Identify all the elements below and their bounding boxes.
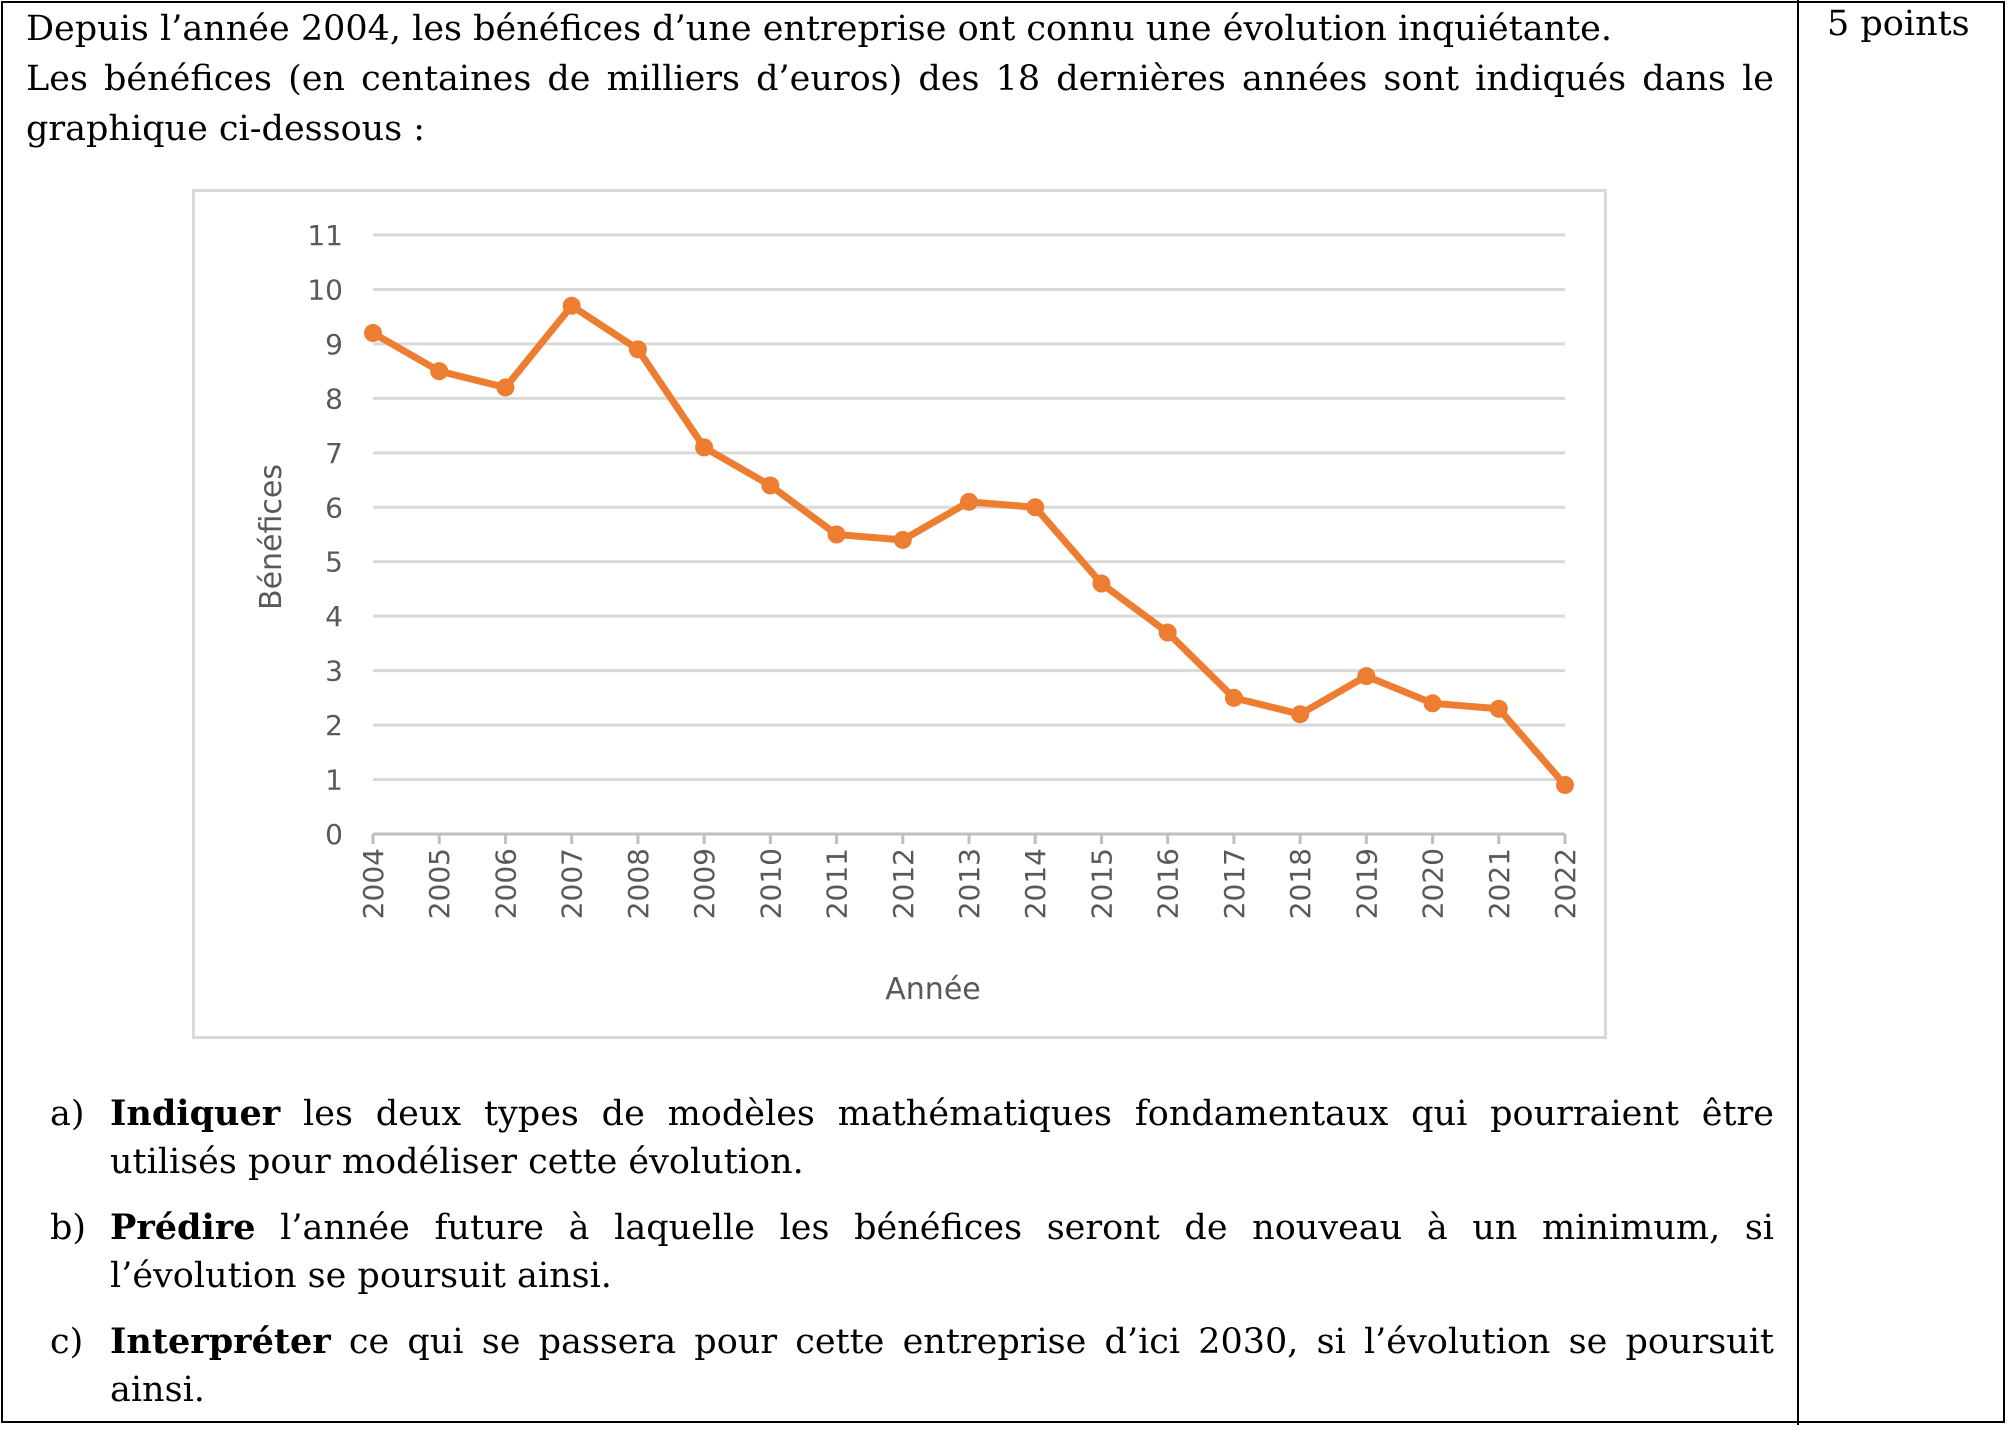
x-tick-label: 2022 (1549, 848, 1582, 919)
question-verb: Interpréter (110, 1321, 331, 1362)
x-tick-label: 2009 (688, 848, 721, 919)
y-tick-label: 0 (325, 818, 343, 851)
x-tick-label: 2018 (1284, 848, 1317, 919)
column-divider (1797, 0, 1799, 1425)
data-point-2015 (1092, 574, 1111, 593)
data-point-2008 (628, 340, 647, 359)
y-tick-label: 5 (325, 546, 343, 579)
series-benefices (364, 296, 1574, 794)
question-text: ce qui se passera pour cette entreprise … (110, 1322, 1774, 1410)
y-axis-label: Bénéfices (254, 464, 289, 610)
x-axis-label: Année (885, 972, 980, 1007)
data-point-2006 (496, 378, 515, 397)
data-point-2020 (1423, 694, 1442, 713)
x-tick-label: 2021 (1483, 848, 1516, 919)
question-verb: Prédire (110, 1207, 256, 1248)
x-tick-label: 2014 (1019, 848, 1052, 919)
intro-line-1: Depuis l’année 2004, les bénéfices d’une… (26, 9, 1613, 49)
data-point-2011 (827, 525, 846, 544)
y-tick-label: 7 (325, 437, 343, 470)
y-tick-label: 11 (307, 219, 343, 252)
data-point-2018 (1291, 705, 1310, 724)
question-letter: a) (50, 1094, 85, 1134)
x-tick-label: 2011 (821, 848, 854, 919)
data-point-2019 (1357, 667, 1376, 686)
x-tick-labels: 2004 2005 2006 2007 2008 2009 2010 2011 2012 2013… (357, 848, 1582, 919)
x-tick-label: 2006 (489, 848, 522, 919)
y-tick-label: 2 (325, 709, 343, 742)
y-tick-label: 10 (307, 273, 343, 306)
data-point-2009 (695, 438, 714, 457)
points-label: 5 points (1827, 4, 1970, 44)
x-tick-label: 2005 (423, 848, 456, 919)
question-text: l’année future à laquelle les bénéfices … (110, 1208, 1774, 1296)
x-tick-label: 2020 (1417, 848, 1450, 919)
question-letter: c) (50, 1322, 84, 1362)
data-point-2014 (1026, 498, 1045, 517)
y-tick-labels: 0 1 2 3 4 5 6 7 8 9 10 11 (307, 219, 343, 851)
data-point-2004 (364, 324, 382, 343)
question-b: b) Prédire l’année future à laquelle les… (40, 1204, 1774, 1300)
data-point-2017 (1224, 688, 1243, 707)
x-tick-label: 2013 (953, 848, 986, 919)
x-tick-label: 2012 (887, 848, 920, 919)
question-list: a) Indiquer les deux types de modèles ma… (40, 1090, 1774, 1432)
intro-line-2: Les bénéfices (en centaines de milliers … (26, 59, 1774, 149)
data-point-2013 (960, 492, 978, 511)
y-tick-label: 1 (325, 764, 343, 797)
x-tick-label: 2007 (556, 848, 589, 919)
data-point-2005 (430, 362, 449, 381)
data-point-2010 (761, 476, 780, 495)
data-point-2021 (1489, 699, 1508, 718)
data-point-2012 (893, 530, 912, 549)
question-a: a) Indiquer les deux types de modèles ma… (40, 1090, 1774, 1186)
x-tick-label: 2019 (1350, 848, 1383, 919)
question-text: les deux types de modèles mathématiques … (110, 1094, 1774, 1182)
x-tick-label: 2017 (1218, 848, 1251, 919)
x-tick-label: 2008 (622, 848, 655, 919)
y-tick-label: 8 (325, 382, 343, 415)
y-tick-label: 3 (325, 655, 343, 688)
x-tick-label: 2004 (357, 848, 390, 919)
exercise-intro: Depuis l’année 2004, les bénéfices d’une… (26, 4, 1774, 154)
y-tick-label: 6 (325, 491, 343, 524)
data-point-2016 (1158, 623, 1177, 642)
question-c: c) Interpréter ce qui se passera pour ce… (40, 1318, 1774, 1414)
chart-container: 0 1 2 3 4 5 6 7 8 9 10 11 2004 2005 2006 2007 2008 2009 2… (192, 189, 1607, 1039)
y-tick-label: 4 (325, 600, 343, 633)
x-tick-label: 2016 (1152, 848, 1185, 919)
series-line (371, 302, 1568, 788)
question-verb: Indiquer (110, 1093, 281, 1134)
x-tick-label: 2010 (754, 848, 787, 919)
data-point-2022 (1556, 775, 1574, 794)
data-point-2007 (562, 296, 581, 315)
x-tick-label: 2015 (1085, 848, 1118, 919)
y-tick-label: 9 (325, 328, 343, 361)
question-letter: b) (50, 1208, 87, 1248)
